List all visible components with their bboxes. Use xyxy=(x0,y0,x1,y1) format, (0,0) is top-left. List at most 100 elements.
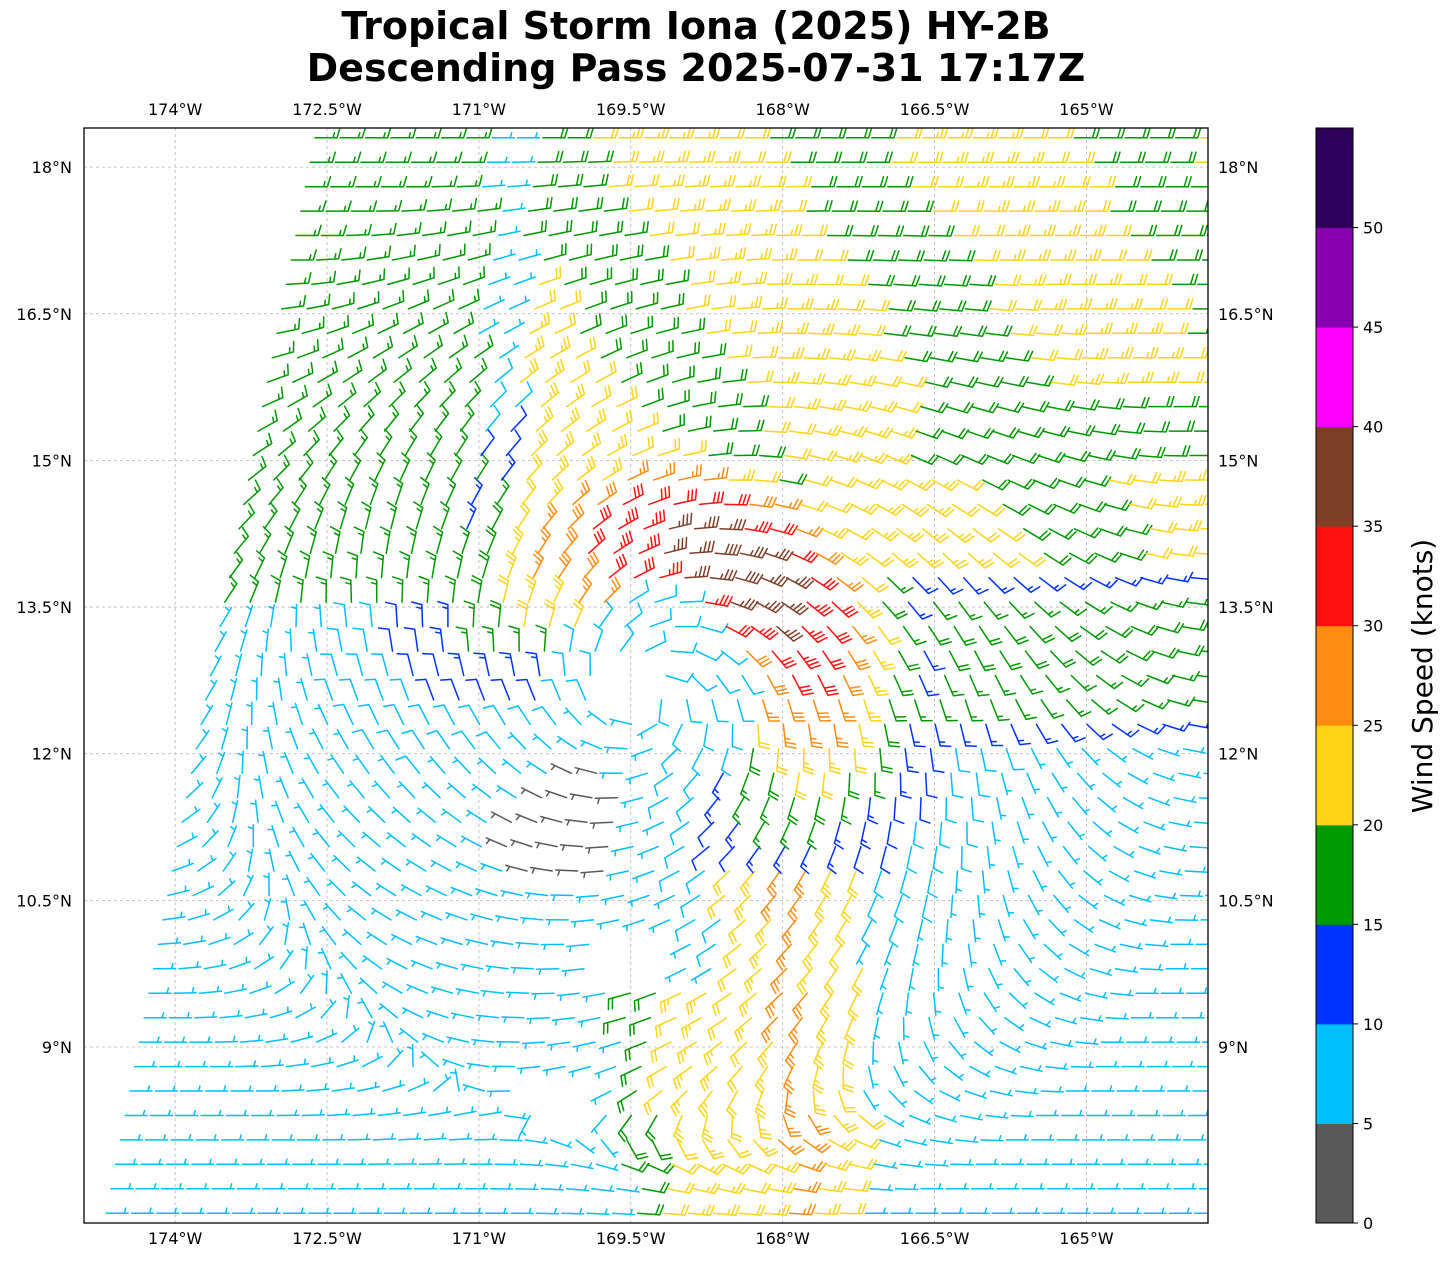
wind-barb xyxy=(521,1041,546,1050)
wind-barb xyxy=(413,1182,438,1190)
wind-barb xyxy=(337,973,353,994)
wind-barb xyxy=(964,1090,987,1099)
wind-barb xyxy=(767,772,780,801)
wind-barb xyxy=(773,1162,802,1174)
wind-barb xyxy=(627,894,650,908)
wind-barb xyxy=(1113,845,1135,859)
wind-barb xyxy=(401,729,425,750)
colorbar-bin xyxy=(1316,426,1353,527)
wind-barb xyxy=(785,175,813,188)
wind-barb xyxy=(211,1183,235,1190)
wind-barb xyxy=(762,297,789,310)
wind-barb xyxy=(923,250,951,262)
wind-barb xyxy=(515,813,538,823)
wind-barb xyxy=(1076,373,1105,386)
wind-barb xyxy=(564,818,588,826)
wind-barb xyxy=(817,274,845,286)
wind-barb xyxy=(739,546,768,559)
wind-barb xyxy=(470,913,493,921)
wind-barb xyxy=(967,552,995,569)
wind-barb xyxy=(1148,395,1175,408)
wind-barb xyxy=(269,1006,293,1019)
wind-barb xyxy=(399,550,411,579)
wind-barb xyxy=(448,1133,473,1141)
wind-barb xyxy=(1024,650,1050,670)
wind-barb xyxy=(352,313,375,335)
wind-barb xyxy=(983,992,1000,1013)
wind-barb xyxy=(181,1207,205,1214)
wind-barb xyxy=(1141,1085,1166,1092)
wind-barb xyxy=(705,198,731,212)
wind-barb xyxy=(476,757,497,775)
wind-barb xyxy=(1005,350,1034,362)
wind-barb xyxy=(1064,175,1091,188)
colorbar-bin xyxy=(1316,1023,1353,1124)
wind-barb xyxy=(972,528,1001,543)
wind-barb xyxy=(793,870,807,899)
wind-barb xyxy=(948,250,976,262)
wind-barb xyxy=(382,290,405,310)
wind-barb xyxy=(942,552,969,570)
wind-barb xyxy=(249,981,272,994)
wind-barb xyxy=(712,992,732,1017)
wind-barb xyxy=(488,272,511,286)
wind-barb xyxy=(282,407,303,432)
wind-barb xyxy=(1048,128,1075,139)
wind-barb xyxy=(689,540,715,555)
lon-tick-label-top: 169.5°W xyxy=(596,100,666,119)
wind-barb xyxy=(219,606,233,628)
wind-barb xyxy=(542,1065,566,1076)
wind-barb xyxy=(757,1114,773,1140)
wind-barb xyxy=(953,1016,969,1038)
wind-barb xyxy=(182,935,207,946)
wind-barb xyxy=(1165,175,1192,188)
wind-barb xyxy=(874,1161,898,1169)
wind-barb xyxy=(1135,200,1162,212)
wind-barb xyxy=(1092,423,1121,436)
wind-barb xyxy=(570,919,595,928)
wind-barb xyxy=(114,1158,139,1166)
wind-barb xyxy=(896,528,925,543)
wind-barb xyxy=(336,269,361,286)
wind-barb xyxy=(314,603,323,628)
wind-barb xyxy=(1186,598,1208,606)
wind-barb xyxy=(277,431,297,457)
wind-barb xyxy=(288,501,301,530)
wind-barb xyxy=(817,674,839,696)
wind-barb xyxy=(744,128,772,139)
wind-barb xyxy=(567,503,585,530)
wind-barb xyxy=(194,1011,218,1019)
wind-barb xyxy=(459,525,470,555)
colorbar-bin xyxy=(1316,924,1353,1025)
wind-barb xyxy=(353,428,369,457)
wind-barb xyxy=(833,821,844,850)
lat-tick-label-right: 10.5°N xyxy=(1218,891,1274,910)
wind-barb xyxy=(893,1065,909,1087)
wind-barb xyxy=(233,526,250,555)
wind-barb xyxy=(358,1207,383,1214)
wind-barb xyxy=(314,703,329,726)
wind-barb xyxy=(319,925,337,946)
wind-barb xyxy=(249,574,260,603)
wind-barb xyxy=(819,992,834,1021)
colorbar-tick-label: 20 xyxy=(1363,816,1383,835)
wind-barb xyxy=(1046,796,1063,818)
wind-barb xyxy=(1197,1065,1208,1068)
wind-barb xyxy=(268,478,284,506)
wind-barb xyxy=(658,870,680,893)
wind-barb xyxy=(873,1016,881,1041)
wind-barb xyxy=(871,528,900,542)
wind-barb xyxy=(776,224,803,237)
wind-barb xyxy=(699,1065,718,1092)
wind-barb xyxy=(1053,894,1072,913)
wind-barb xyxy=(606,433,628,457)
wind-barb xyxy=(402,1007,424,1019)
wind-barb xyxy=(361,1052,383,1068)
wind-barb xyxy=(787,796,799,826)
wind-barb xyxy=(603,576,621,603)
wind-barb xyxy=(847,249,875,262)
wind-barb xyxy=(596,919,620,930)
wind-barb xyxy=(864,426,894,439)
wind-barb xyxy=(1010,723,1031,746)
wind-barb xyxy=(285,850,300,872)
